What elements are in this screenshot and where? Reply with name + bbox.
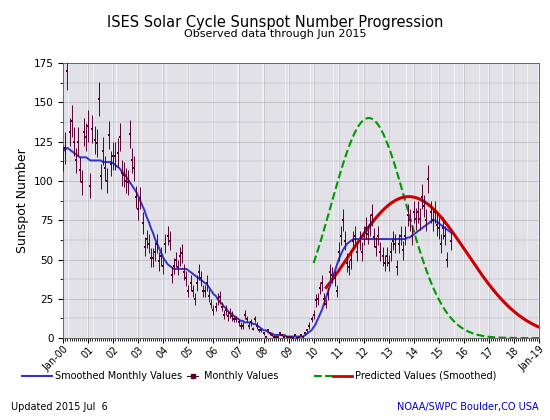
Y-axis label: Sunspot Number: Sunspot Number xyxy=(16,148,30,253)
Text: Smoothed Monthly Values: Smoothed Monthly Values xyxy=(55,371,182,381)
Text: Monthly Values: Monthly Values xyxy=(204,371,278,381)
Text: Observed data through Jun 2015: Observed data through Jun 2015 xyxy=(184,29,366,39)
Text: NOAA/SWPC Boulder,CO USA: NOAA/SWPC Boulder,CO USA xyxy=(397,402,539,412)
Text: Predicted Values (Smoothed): Predicted Values (Smoothed) xyxy=(355,371,496,381)
Text: ISES Solar Cycle Sunspot Number Progression: ISES Solar Cycle Sunspot Number Progress… xyxy=(107,15,443,30)
Text: Updated 2015 Jul  6: Updated 2015 Jul 6 xyxy=(11,402,108,412)
